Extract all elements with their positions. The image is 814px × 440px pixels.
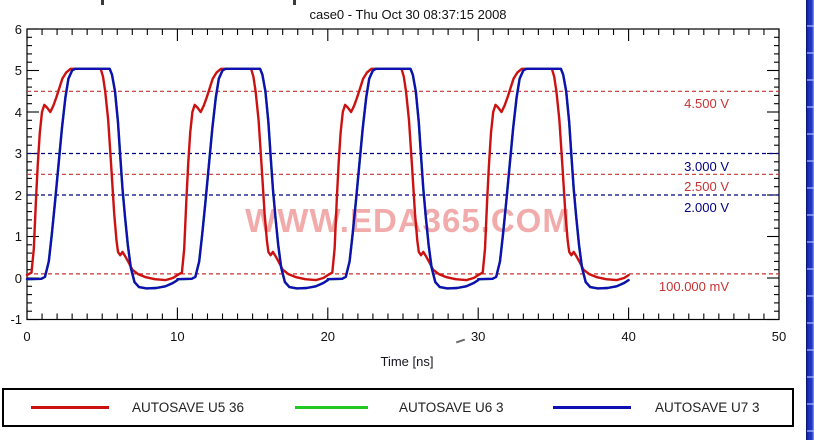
y-tick-label: 6 (14, 21, 22, 37)
chart-title: case0 - Thu Oct 30 08:37:15 2008 (309, 7, 507, 22)
y-tick-label: -1 (10, 312, 22, 327)
trace-autosave-u5-36 (25, 67, 630, 282)
x-tick-label: 50 (771, 329, 787, 344)
threshold-label: 100.000 mV (658, 278, 729, 294)
cropped-text-remnant (293, 0, 296, 5)
x-tick-label: 20 (320, 329, 336, 344)
threshold-label: 3.000 V (684, 158, 729, 174)
legend-line-swatch-u6 (295, 406, 368, 409)
trace-autosave-u7-3 (25, 67, 630, 290)
y-tick-label: 4 (14, 104, 22, 120)
legend-line-swatch-u7 (553, 406, 631, 409)
waveform-plot[interactable] (0, 0, 814, 380)
threshold-label: 2.500 V (684, 179, 729, 195)
x-tick-label: 30 (470, 329, 486, 344)
y-tick-label: 5 (14, 63, 22, 78)
trace-autosave-u6-3 (25, 67, 630, 290)
cropped-text-remnant (101, 0, 104, 5)
y-tick-label: 0 (14, 270, 22, 286)
legend: AUTOSAVE U5 36 AUTOSAVE U6 3 AUTOSAVE U7… (2, 388, 794, 427)
y-tick-label: 1 (14, 229, 22, 244)
x-tick-label: 0 (23, 329, 31, 344)
watermark-text: WWW.EDA365.COM (245, 202, 571, 239)
x-tick-label: 10 (170, 329, 185, 344)
x-axis-label: Time [ns] (380, 354, 434, 369)
legend-item-label: AUTOSAVE U7 3 (655, 400, 760, 415)
y-tick-label: 2 (14, 187, 22, 203)
y-tick-label: 3 (14, 146, 22, 161)
threshold-label: 4.500 V (684, 96, 729, 112)
x-tick-label: 40 (621, 329, 636, 344)
legend-item-label: AUTOSAVE U6 3 (399, 400, 504, 415)
legend-line-swatch-u5 (31, 406, 109, 409)
legend-item-label: AUTOSAVE U5 36 (132, 400, 245, 415)
window-edge-scrollbar[interactable] (806, 0, 814, 440)
threshold-label: 2.000 V (684, 200, 729, 215)
